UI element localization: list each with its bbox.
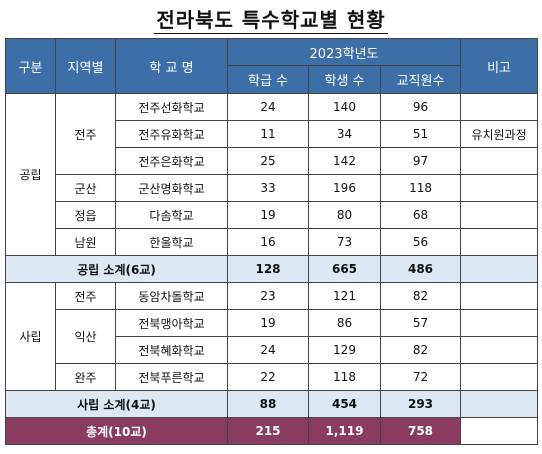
staff-cell: 56: [379, 228, 462, 256]
students-cell: 86: [308, 309, 381, 337]
students-cell: 34: [308, 120, 381, 148]
subtotal-staff: 486: [379, 255, 462, 283]
header-staff: 교직원수: [379, 65, 462, 94]
school-status-table: 구분 지역별 학 교 명 2023학년도 비고 학급 수 학생 수 교직원수 공…: [5, 38, 539, 445]
table-row: 공립 전주 전주선화학교 24 140 96: [5, 93, 539, 256]
header-note: 비고: [460, 38, 539, 94]
staff-cell: 57: [379, 309, 462, 337]
table-row: 완주 전북푸른학교 22 118 72: [6, 363, 539, 391]
classes-cell: 22: [227, 363, 309, 391]
subtotal-classes: 128: [227, 255, 309, 283]
classes-cell: 11: [227, 120, 309, 148]
students-cell: 140: [308, 93, 381, 121]
region-cell: 전주: [55, 282, 116, 310]
total-students: 1,119: [308, 417, 381, 445]
school-name: 전북혜화학교: [115, 336, 228, 364]
staff-cell: 96: [379, 93, 462, 121]
region-cell: 정읍: [55, 201, 116, 229]
public-subtotal-row: 공립 소계(6교) 128 665 486: [5, 255, 539, 283]
note-cell: [460, 228, 539, 256]
school-name: 전주선화학교: [115, 93, 228, 121]
subtotal-label: 사립 소계(4교): [5, 390, 228, 418]
staff-cell: 118: [379, 174, 462, 202]
region-cell: 익산: [55, 309, 116, 364]
school-name: 한울학교: [115, 228, 228, 256]
students-cell: 73: [308, 228, 381, 256]
header-students: 학생 수: [308, 65, 381, 94]
classes-cell: 33: [227, 174, 309, 202]
students-cell: 118: [308, 363, 381, 391]
school-name: 동암차돌학교: [115, 282, 228, 310]
region-cell: 남원: [55, 228, 116, 256]
header-region: 지역별: [55, 38, 116, 94]
staff-cell: 97: [379, 147, 462, 175]
classes-cell: 19: [227, 309, 309, 337]
table-row: 남원 한울학교 16 73 56: [6, 228, 539, 256]
table-row: 익산 전북맹아학교 19 86 57: [6, 309, 539, 364]
staff-cell: 72: [379, 363, 462, 391]
school-name: 전주은화학교: [115, 147, 228, 175]
staff-cell: 82: [379, 336, 462, 364]
header-school: 학 교 명: [115, 38, 228, 94]
subtotal-students: 665: [308, 255, 381, 283]
subtotal-staff: 293: [379, 390, 462, 418]
staff-cell: 82: [379, 282, 462, 310]
category-public: 공립: [5, 93, 56, 256]
note-cell: [460, 201, 539, 229]
subtotal-note: [460, 255, 539, 283]
classes-cell: 24: [227, 93, 309, 121]
note-cell: 유치원과정: [460, 120, 539, 148]
note-cell: [460, 147, 539, 175]
note-cell: [460, 336, 539, 364]
classes-cell: 25: [227, 147, 309, 175]
school-name: 전북푸른학교: [115, 363, 228, 391]
students-cell: 142: [308, 147, 381, 175]
subtotal-label: 공립 소계(6교): [5, 255, 228, 283]
header-classes: 학급 수: [227, 65, 309, 94]
students-cell: 129: [308, 336, 381, 364]
note-cell: [460, 282, 539, 310]
note-cell: [460, 174, 539, 202]
classes-cell: 24: [227, 336, 309, 364]
school-name: 전북맹아학교: [115, 309, 228, 337]
category-private: 사립: [5, 282, 56, 391]
region-cell: 완주: [55, 363, 116, 391]
classes-cell: 23: [227, 282, 309, 310]
table-row: 군산 군산명화학교 33 196 118: [6, 174, 539, 202]
total-label: 총계(10교): [5, 417, 228, 445]
table-row: 전북혜화학교 24 129 82: [6, 336, 539, 364]
title-text: 전라북도 특수학교별 현황: [154, 8, 388, 34]
students-cell: 80: [308, 201, 381, 229]
school-name: 다솜학교: [115, 201, 228, 229]
students-cell: 196: [308, 174, 381, 202]
header-year: 2023학년도: [226, 38, 462, 66]
private-subtotal-row: 사립 소계(4교) 88 454 293: [5, 390, 539, 418]
table-row: 전주유화학교 11 34 51 유치원과정: [6, 120, 539, 148]
students-cell: 121: [308, 282, 381, 310]
school-name: 전주유화학교: [115, 120, 228, 148]
table-row: 전주은화학교 25 142 97: [6, 147, 539, 175]
classes-cell: 19: [227, 201, 309, 229]
table-row: 사립 전주 동암차돌학교 23 121 82: [5, 282, 539, 391]
school-name: 군산명화학교: [115, 174, 228, 202]
subtotal-classes: 88: [227, 390, 309, 418]
grand-total-row: 총계(10교) 215 1,119 758: [5, 417, 539, 445]
classes-cell: 16: [227, 228, 309, 256]
total-staff: 758: [379, 417, 462, 445]
staff-cell: 68: [379, 201, 462, 229]
region-cell: 군산: [55, 174, 116, 202]
subtotal-students: 454: [308, 390, 381, 418]
subtotal-note: [460, 390, 539, 418]
total-classes: 215: [227, 417, 309, 445]
region-cell: 전주: [55, 93, 116, 175]
header-category: 구분: [5, 38, 56, 94]
note-cell: [460, 93, 539, 121]
page-title: 전라북도 특수학교별 현황: [0, 4, 542, 34]
note-cell: [460, 309, 539, 337]
table-row: 정읍 다솜학교 19 80 68: [6, 201, 539, 229]
note-cell: [460, 363, 539, 391]
staff-cell: 51: [379, 120, 462, 148]
total-note: [460, 417, 539, 445]
